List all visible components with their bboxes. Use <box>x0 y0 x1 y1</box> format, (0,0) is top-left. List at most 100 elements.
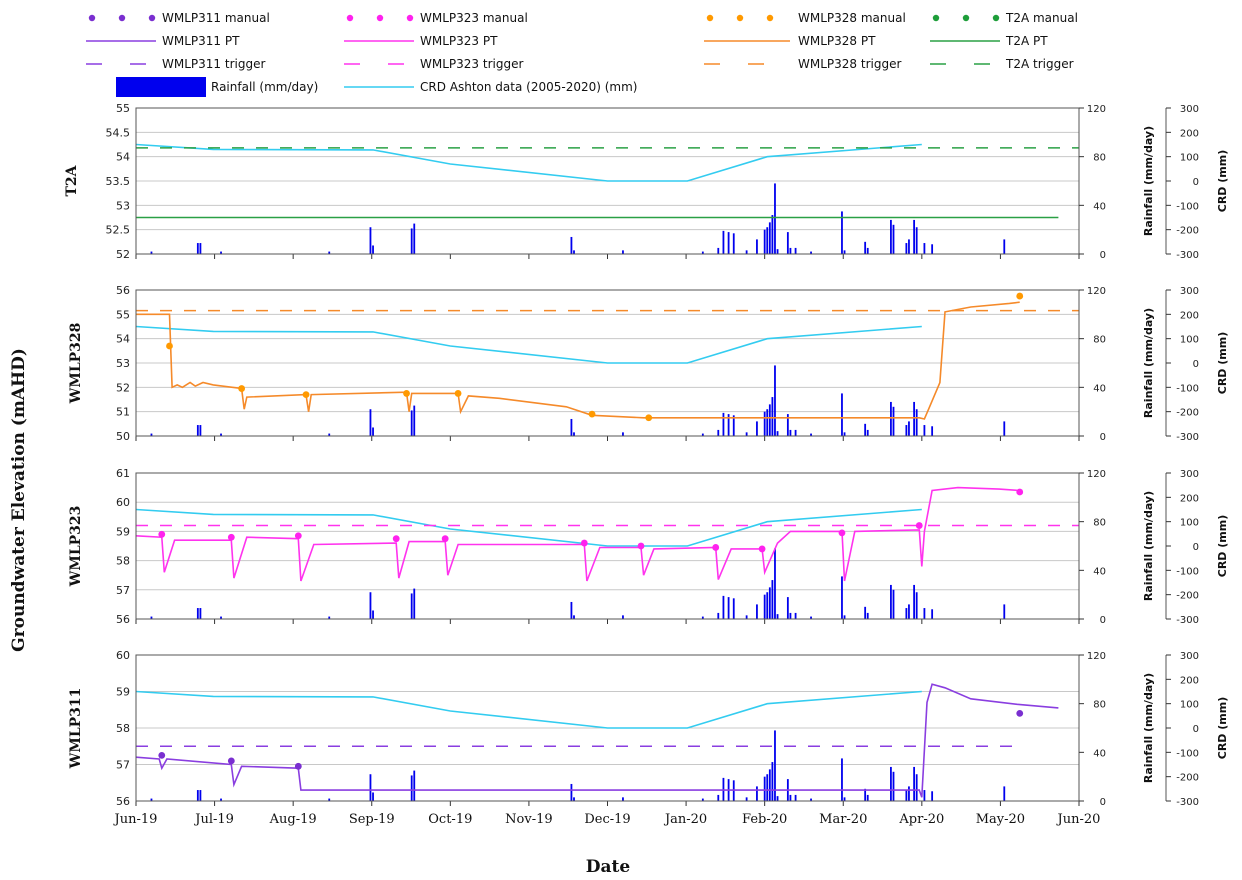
rainfall-bar-wmlp323-31 <box>864 606 867 619</box>
x-tick-label-0: Jun-19 <box>113 812 158 827</box>
rainfall-bar-wmlp311-32 <box>866 794 869 801</box>
legend-marker-wmlp323-manual-2 <box>406 14 414 22</box>
rainfall-bar-wmlp328-39 <box>923 425 926 436</box>
x-tick-label-9: Mar-20 <box>819 812 867 827</box>
crd-tick-wmlp328-6: 300 <box>1180 286 1199 297</box>
panel-ylabel-wmlp328: WMLP328 <box>68 323 84 405</box>
manual-point-wmlp323-6 <box>637 542 645 550</box>
x-tick-label-6: Dec-19 <box>584 812 630 827</box>
crd-axis-label-wmlp323: CRD (mm) <box>1216 515 1229 577</box>
manual-point-wmlp311-2 <box>294 762 302 770</box>
rainfall-bar-wmlp323-14 <box>722 595 725 619</box>
legend-marker-t2a-manual-2 <box>992 14 1000 22</box>
manual-point-wmlp323-1 <box>227 533 235 541</box>
rainfall-bar-wmlp311-36 <box>908 786 910 801</box>
crd-tick-wmlp323-6: 300 <box>1180 469 1199 480</box>
manual-point-wmlp328-4 <box>454 390 462 397</box>
rainfall-bar-wmlp311-38 <box>915 774 918 801</box>
rainfall-bar-wmlp328-25 <box>786 414 789 436</box>
rainfall-bar-wmlp328-36 <box>908 421 910 436</box>
rainfall-bar-wmlp323-17 <box>745 615 748 619</box>
manual-point-wmlp323-3 <box>392 535 400 543</box>
rainfall-axis-label-wmlp328: Rainfall (mm/day) <box>1142 308 1155 418</box>
y-tick-t2a-2: 53 <box>116 199 130 212</box>
y-tick-wmlp323-5: 61 <box>116 467 130 480</box>
rainfall-bar-wmlp328-21 <box>768 404 771 436</box>
rainfall-bar-wmlp323-9 <box>570 601 573 619</box>
rainfall-bar-wmlp311-28 <box>810 798 812 801</box>
crd-tick-wmlp311-2: -100 <box>1176 748 1199 759</box>
rainfall-bar-wmlp311-1 <box>196 790 199 801</box>
x-axis-label: Date <box>586 857 631 877</box>
y-axis-label: Groundwater Elevation (mAHD) <box>9 348 29 652</box>
rainfall-bar-wmlp311-22 <box>771 762 774 801</box>
rainfall-bar-t2a-35 <box>905 243 908 254</box>
rainfall-bar-wmlp328-5 <box>369 409 372 436</box>
rainfall-bar-wmlp311-12 <box>701 798 704 801</box>
rainfall-bar-wmlp311-31 <box>864 788 867 801</box>
rain-tick-wmlp311-2: 80 <box>1093 700 1106 711</box>
y-tick-wmlp328-6: 56 <box>116 284 130 297</box>
y-tick-t2a-6: 55 <box>116 102 130 115</box>
crd-tick-wmlp311-3: 0 <box>1193 724 1199 735</box>
legend-marker-wmlp328-manual-0 <box>706 14 714 22</box>
rainfall-bar-wmlp323-28 <box>810 616 812 619</box>
rainfall-bar-wmlp323-4 <box>328 616 331 619</box>
rainfall-bar-wmlp311-17 <box>745 797 748 801</box>
legend-label-t2a-manual: T2A manual <box>1005 11 1078 25</box>
rainfall-bar-t2a-3 <box>220 251 222 254</box>
legend-label-rainfall-mm-day: Rainfall (mm/day) <box>211 80 318 94</box>
rainfall-bar-wmlp323-11 <box>622 615 624 619</box>
rainfall-bar-wmlp323-18 <box>756 604 758 619</box>
rainfall-bar-wmlp328-34 <box>892 406 895 436</box>
rainfall-bar-t2a-33 <box>890 219 892 254</box>
rainfall-bar-t2a-16 <box>732 233 735 254</box>
rainfall-bar-wmlp323-32 <box>866 612 869 619</box>
rainfall-bar-t2a-20 <box>766 227 769 254</box>
y-tick-wmlp311-0: 56 <box>116 795 130 808</box>
rainfall-bar-wmlp328-1 <box>196 425 199 436</box>
x-tick-label-4: Oct-19 <box>428 812 472 827</box>
rainfall-bar-wmlp311-9 <box>570 783 573 801</box>
legend-label-wmlp323-trigger: WMLP323 trigger <box>420 57 523 71</box>
rainfall-bar-wmlp323-38 <box>915 592 918 619</box>
rainfall-bar-wmlp323-2 <box>199 608 202 619</box>
legend: WMLP311 manual WMLP323 manual WMLP328 manu… <box>86 11 1078 97</box>
rainfall-bar-wmlp323-26 <box>789 612 792 619</box>
manual-point-wmlp311-0 <box>158 751 166 759</box>
rainfall-bar-wmlp323-12 <box>701 616 704 619</box>
rainfall-bar-wmlp311-27 <box>794 794 797 801</box>
rainfall-bar-wmlp328-11 <box>622 432 624 436</box>
manual-point-wmlp323-4 <box>441 535 449 543</box>
pt-line-wmlp328 <box>136 301 1020 420</box>
rainfall-bar-wmlp328-37 <box>913 401 916 436</box>
y-tick-wmlp328-2: 52 <box>116 381 130 394</box>
y-tick-t2a-4: 54 <box>116 151 130 164</box>
crd-tick-wmlp311-1: -200 <box>1176 773 1199 784</box>
crd-tick-wmlp311-4: 100 <box>1180 700 1199 711</box>
rainfall-bar-t2a-40 <box>931 244 934 254</box>
rainfall-bar-wmlp323-7 <box>410 593 413 619</box>
y-tick-t2a-5: 54.5 <box>106 126 131 139</box>
rainfall-bar-t2a-26 <box>789 247 792 254</box>
legend-label-wmlp323-pt: WMLP323 PT <box>420 34 498 48</box>
rainfall-bar-wmlp328-10 <box>573 432 575 436</box>
rainfall-bar-wmlp311-40 <box>931 791 934 801</box>
panel-wmlp311: 56 57 58 59 60 WMLP311 0 40 80 120 Rainfall (mm/da… <box>68 649 1229 808</box>
legend-marker-wmlp328-manual-2 <box>766 14 774 22</box>
crd-tick-wmlp311-6: 300 <box>1180 651 1199 662</box>
rainfall-bar-t2a-25 <box>786 232 789 254</box>
manual-point-wmlp328-0 <box>166 342 173 350</box>
y-tick-wmlp328-3: 53 <box>116 357 130 370</box>
rainfall-bar-wmlp328-16 <box>732 415 735 436</box>
y-tick-wmlp323-3: 59 <box>116 525 130 538</box>
rainfall-bar-wmlp328-35 <box>905 425 908 436</box>
rainfall-bar-wmlp311-3 <box>220 798 222 801</box>
rainfall-bar-wmlp328-14 <box>722 412 725 436</box>
rain-tick-wmlp328-3: 120 <box>1087 286 1106 297</box>
rainfall-bar-wmlp328-32 <box>866 429 869 436</box>
crd-tick-t2a-3: 0 <box>1193 177 1199 188</box>
y-tick-wmlp323-0: 56 <box>116 613 130 626</box>
manual-point-wmlp323-7 <box>712 544 720 551</box>
